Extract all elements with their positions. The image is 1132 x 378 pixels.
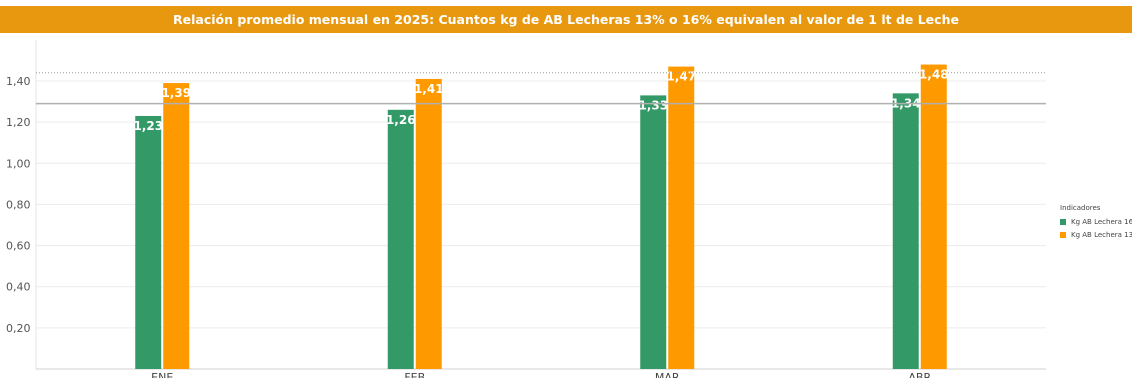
y-tick-label: 1,20 bbox=[6, 116, 31, 129]
legend-title: Indicadores bbox=[1060, 204, 1101, 212]
y-tick-label: 0,60 bbox=[6, 240, 31, 253]
legend-item-16[interactable]: Kg AB Lechera 16% bbox=[1060, 218, 1132, 226]
data-label: 1,48 bbox=[919, 68, 949, 82]
data-label: 1,39 bbox=[161, 86, 191, 100]
bar-abr-16 bbox=[892, 93, 919, 369]
bar-mar-13 bbox=[668, 66, 695, 369]
data-label: 1,41 bbox=[414, 82, 444, 96]
legend-label-13: Kg AB Lechera 13% bbox=[1071, 231, 1132, 239]
legend-swatch-16 bbox=[1060, 219, 1066, 225]
legend-swatch-13 bbox=[1060, 232, 1066, 238]
data-label: 1,33 bbox=[638, 98, 668, 112]
legend-item-13[interactable]: Kg AB Lechera 13% bbox=[1060, 231, 1132, 239]
x-tick-label: MAR bbox=[655, 371, 680, 378]
y-tick-label: 0,80 bbox=[6, 198, 31, 211]
data-label: 1,26 bbox=[386, 113, 416, 127]
y-tick-label: 1,00 bbox=[6, 157, 31, 170]
y-tick-label: 1,40 bbox=[6, 75, 31, 88]
x-tick-label: ENE bbox=[151, 371, 173, 378]
chart-title: Relación promedio mensual en 2025: Cuant… bbox=[0, 6, 1132, 33]
bar-ene-13 bbox=[163, 83, 190, 370]
y-tick-label: 0,20 bbox=[6, 322, 31, 335]
data-label: 1,23 bbox=[133, 119, 163, 133]
bar-feb-13 bbox=[415, 78, 442, 369]
bar-mar-16 bbox=[640, 95, 667, 370]
bar-abr-13 bbox=[920, 64, 947, 370]
bar-feb-16 bbox=[387, 109, 414, 370]
legend-label-16: Kg AB Lechera 16% bbox=[1071, 218, 1132, 226]
legend: Indicadores Kg AB Lechera 16% Kg AB Lech… bbox=[1060, 204, 1132, 244]
bar-ene-16 bbox=[135, 115, 162, 369]
x-tick-label: ABR bbox=[908, 371, 931, 378]
x-tick-label: FEB bbox=[404, 371, 425, 378]
data-label: 1,47 bbox=[666, 70, 696, 84]
y-tick-label: 0,40 bbox=[6, 281, 31, 294]
